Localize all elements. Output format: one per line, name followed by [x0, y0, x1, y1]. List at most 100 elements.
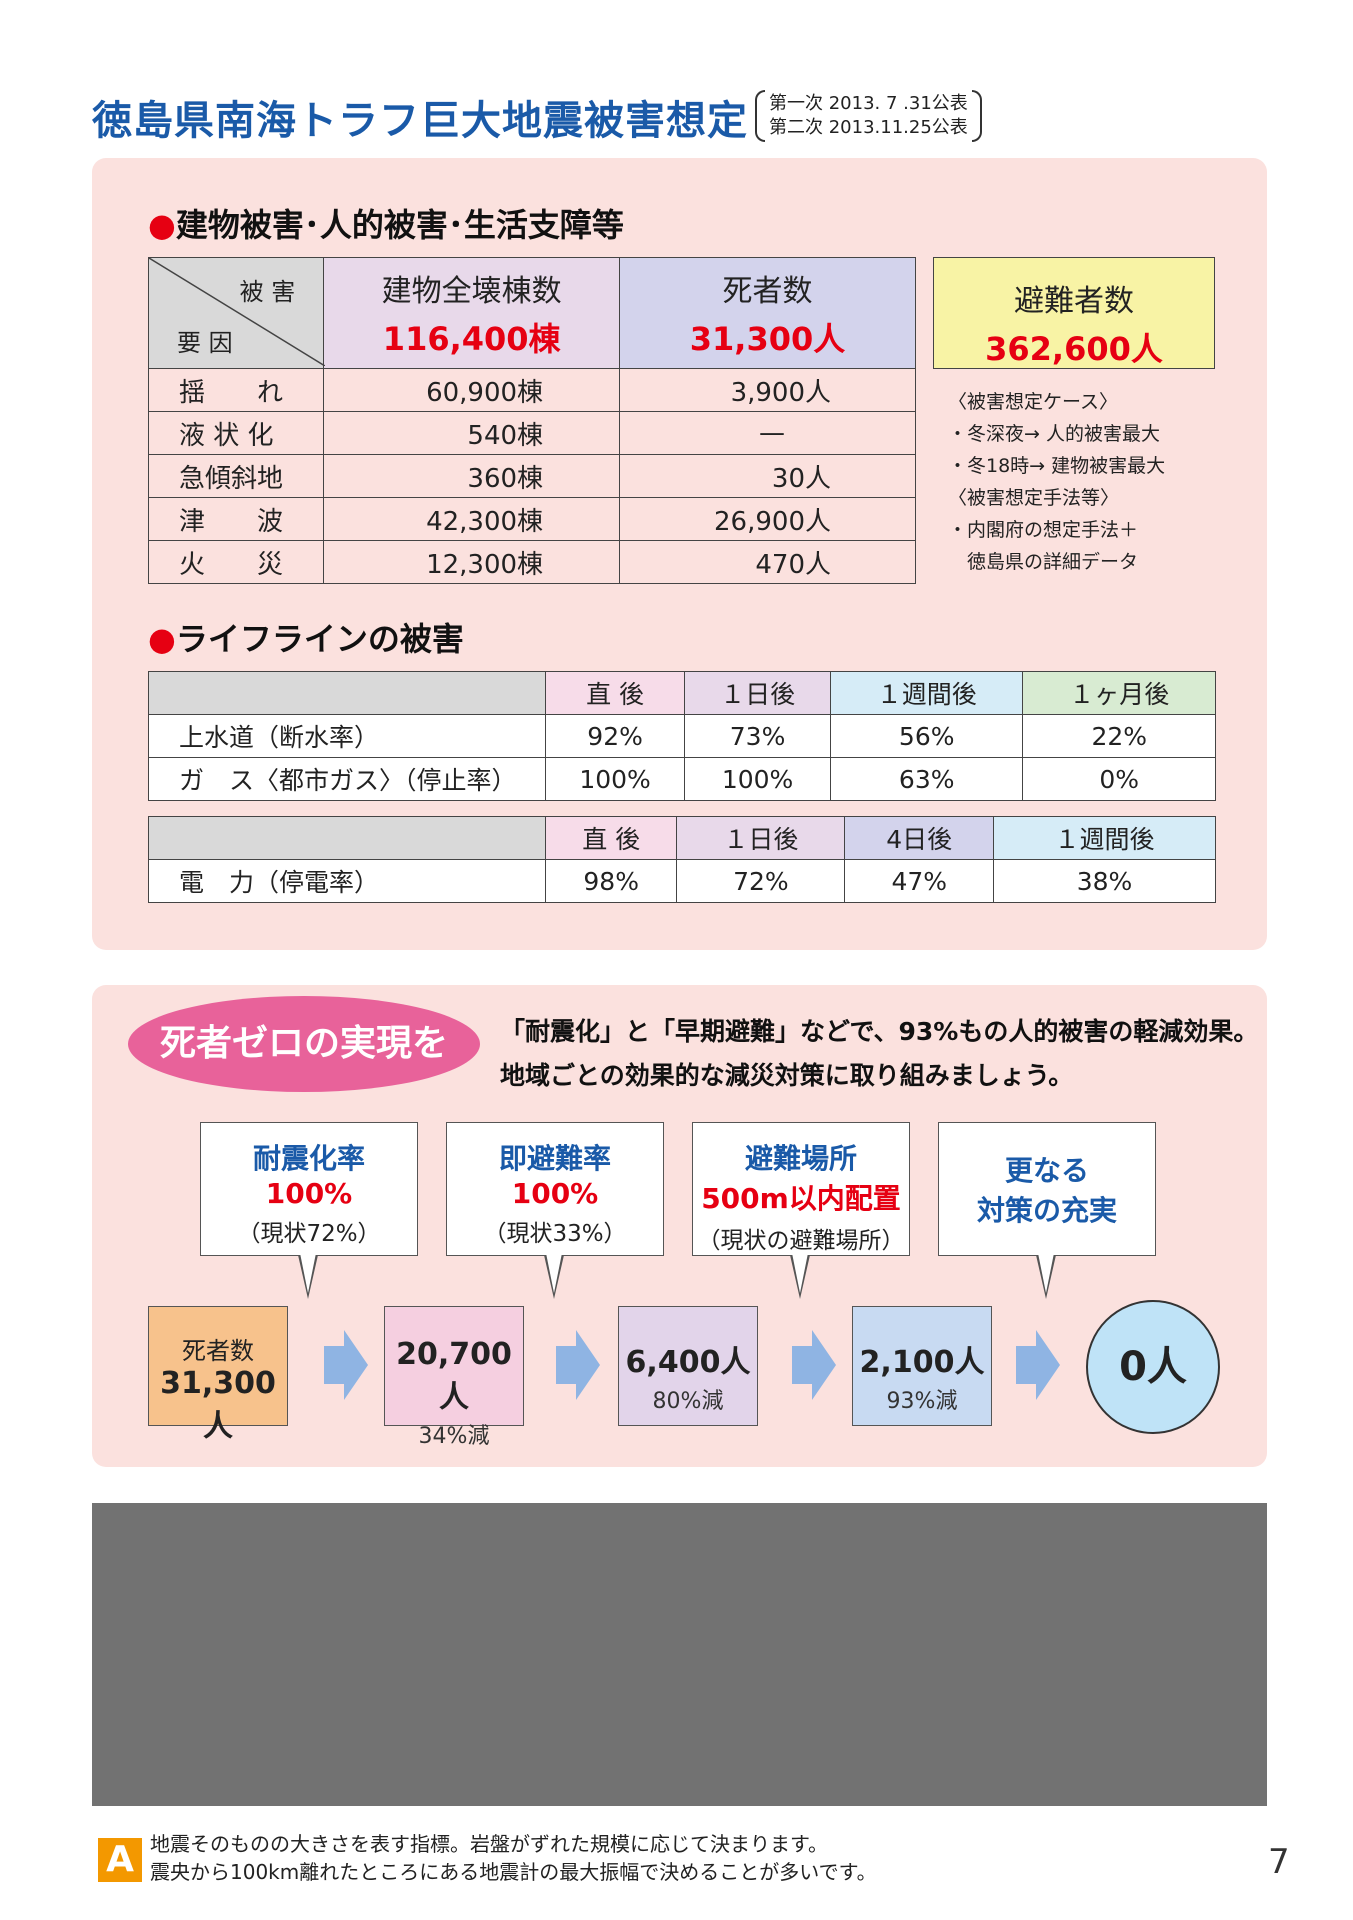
- deaths-header: 死者数 31,300人: [619, 257, 916, 369]
- value-cell: 98%: [544, 859, 678, 903]
- damage-table: 被 害 要 因 建物全壊棟数 116,400棟 死者数 31,300人 揺 れ …: [147, 257, 916, 584]
- right-arrow-icon: [556, 1330, 600, 1400]
- callout-title: 対策の充実: [976, 1194, 1117, 1227]
- red-dot-icon: ●: [148, 206, 176, 244]
- note-line: 徳島県の詳細データ: [948, 551, 1139, 573]
- table-row: 津 波 42,300棟 26,900人: [147, 497, 916, 541]
- note-line: 〈被害想定ケース〉: [948, 391, 1119, 413]
- right-arrow-icon: [1016, 1330, 1060, 1400]
- note-line: ・内閣府の想定手法＋: [948, 519, 1139, 541]
- step-reduction: 34%減: [418, 1424, 490, 1449]
- publication-dates: 第一次 2013. 7 .31公表 第二次 2013.11.25公表: [755, 90, 982, 142]
- lifeline-table-water-gas: 直 後 １日後 １週間後 １ヶ月後 上水道（断水率） 92% 73% 56% 2…: [148, 671, 1216, 801]
- evacuees-label: 避難者数: [1014, 284, 1134, 319]
- note-line: ・冬18時→ 建物被害最大: [948, 455, 1166, 477]
- deaths-cell: —: [619, 411, 916, 455]
- col-header: １日後: [684, 671, 831, 715]
- page-number: 7: [1268, 1842, 1290, 1882]
- buildings-cell: 360棟: [323, 454, 621, 498]
- step-deaths-current: 死者数 31,300人: [148, 1306, 288, 1444]
- value-cell: 22%: [1022, 714, 1216, 758]
- col-header: １ヶ月後: [1022, 671, 1216, 715]
- deaths-total: 31,300人: [689, 320, 846, 358]
- factor-cell: 液 状 化: [147, 411, 325, 455]
- damage-heading: ●建物被害･人的被害･生活支障等: [148, 200, 624, 246]
- buildings-cell: 60,900棟: [323, 368, 621, 412]
- step-reduction: 80%減: [652, 1389, 724, 1414]
- callout-value: 100%: [265, 1177, 353, 1210]
- table-row: 上水道（断水率） 92% 73% 56% 22%: [148, 714, 1216, 758]
- value-cell: 0%: [1022, 757, 1216, 801]
- buildings-total: 116,400棟: [382, 320, 561, 358]
- table-row: 液 状 化 540棟 —: [147, 411, 916, 455]
- page-title: 徳島県南海トラフ巨大地震被害想定: [92, 98, 748, 144]
- pub-date-first: 第一次 2013. 7 .31公表: [769, 93, 968, 114]
- step-reduction: 93%減: [886, 1389, 958, 1414]
- damage-heading-text: 建物被害･人的被害･生活支障等: [175, 206, 624, 244]
- buildings-cell: 12,300棟: [323, 540, 621, 584]
- col-header: 4日後: [844, 816, 994, 860]
- deaths-label: 死者数: [722, 274, 813, 309]
- value-cell: 73%: [684, 714, 831, 758]
- table-row: ガ ス〈都市ガス〉（停止率） 100% 100% 63% 0%: [148, 757, 1216, 801]
- callout-note: （現状の避難場所）: [697, 1228, 905, 1254]
- value-cell: 100%: [684, 757, 831, 801]
- zero-lead-text: 「耐震化」と「早期避難」などで、93%もの人的被害の軽減効果。 地域ごとの効果的…: [500, 1010, 1258, 1098]
- deaths-cell: 470人: [619, 540, 916, 584]
- right-arrow-icon: [324, 1330, 368, 1400]
- factor-cell: 急傾斜地: [147, 454, 325, 498]
- value-cell: 56%: [829, 714, 1024, 758]
- zero-deaths-pill: 死者ゼロの実現を: [128, 996, 480, 1092]
- value-cell: 47%: [844, 859, 994, 903]
- lifeline-table-power: 直 後 １日後 4日後 １週間後 電 力（停電率） 98% 72% 47% 38…: [148, 816, 1217, 903]
- callout-seismic-rate: 耐震化率 100% （現状72%）: [200, 1122, 418, 1256]
- callout-shelter: 避難場所 500m以内配置 （現状の避難場所）: [692, 1122, 910, 1256]
- step-value: 6,400人: [625, 1345, 751, 1380]
- zero-deaths-goal: 0人: [1086, 1300, 1220, 1434]
- factor-cell: 火 災: [147, 540, 325, 584]
- step-value: 31,300人: [160, 1366, 276, 1444]
- table-row: 揺 れ 60,900棟 3,900人: [147, 368, 916, 412]
- buildings-header: 建物全壊棟数 116,400棟: [323, 257, 621, 369]
- col-header: １週間後: [992, 816, 1217, 860]
- pub-date-second: 第二次 2013.11.25公表: [769, 117, 968, 138]
- step-after-seismic: 20,700人 34%減: [384, 1306, 524, 1449]
- evacuees-total: 362,600人: [985, 330, 1163, 368]
- corner-top-label: 被 害: [239, 278, 296, 306]
- lifeline-heading-text: ライフラインの被害: [175, 620, 464, 658]
- diagonal-line: [149, 258, 325, 366]
- footnote-line: 震央から100km離れたところにある地震計の最大振幅で決めることが多いです。: [150, 1860, 877, 1884]
- value-cell: 72%: [676, 859, 846, 903]
- buildings-label: 建物全壊棟数: [381, 274, 562, 309]
- deaths-cell: 3,900人: [619, 368, 916, 412]
- callout-pointer: [544, 1253, 564, 1299]
- value-cell: 63%: [829, 757, 1024, 801]
- callout-title: 耐震化率: [252, 1142, 365, 1175]
- callout-title: 避難場所: [744, 1142, 857, 1175]
- deaths-cell: 26,900人: [619, 497, 916, 541]
- callout-pointer: [790, 1253, 810, 1299]
- factor-cell: 揺 れ: [147, 368, 325, 412]
- buildings-cell: 42,300棟: [323, 497, 621, 541]
- footnote-text: 地震そのものの大きさを表す指標。岩盤がずれた規模に応じて決まります。 震央から1…: [150, 1830, 877, 1886]
- note-line: 〈被害想定手法等〉: [948, 487, 1120, 509]
- row-name: 上水道（断水率）: [148, 714, 546, 758]
- lifeline-heading: ●ライフラインの被害: [148, 614, 464, 660]
- step-label: 死者数: [182, 1337, 254, 1365]
- red-dot-icon: ●: [148, 620, 176, 658]
- col-header: 直 後: [544, 816, 678, 860]
- factor-cell: 津 波: [147, 497, 325, 541]
- row-name: 電 力（停電率）: [148, 859, 546, 903]
- step-after-shelter: 2,100人 93%減: [852, 1306, 992, 1426]
- assumption-notes: 〈被害想定ケース〉 ・冬深夜→ 人的被害最大 ・冬18時→ 建物被害最大 〈被害…: [948, 386, 1165, 578]
- row-name: ガ ス〈都市ガス〉（停止率）: [148, 757, 546, 801]
- deaths-cell: 30人: [619, 454, 916, 498]
- blank-header-cell: [148, 671, 546, 715]
- right-arrow-icon: [792, 1330, 836, 1400]
- table-row: 火 災 12,300棟 470人: [147, 540, 916, 584]
- callout-note: （現状33%）: [483, 1221, 627, 1247]
- callout-note: （現状72%）: [237, 1221, 381, 1247]
- corner-cell: 被 害 要 因: [147, 257, 325, 369]
- col-header: 直 後: [544, 671, 686, 715]
- evacuees-box: 避難者数 362,600人: [933, 257, 1215, 369]
